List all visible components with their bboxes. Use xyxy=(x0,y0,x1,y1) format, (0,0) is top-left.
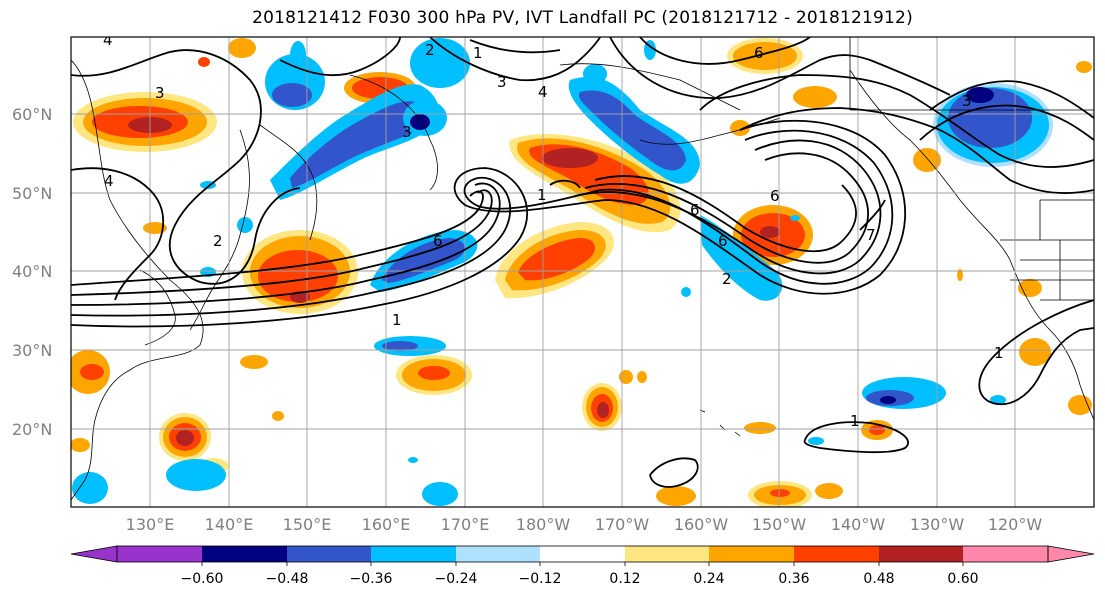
lat-label: 50°N xyxy=(12,184,52,203)
lat-label: 30°N xyxy=(12,341,52,360)
colorbar-tick-label: 0.60 xyxy=(947,571,978,587)
contour-label: 3 xyxy=(402,123,412,141)
contour-label: 6 xyxy=(690,201,700,219)
colorbar-segment xyxy=(540,546,625,562)
positive-anomaly-blob xyxy=(582,383,622,431)
contour-label: 4 xyxy=(104,172,114,190)
contour-label: 6 xyxy=(754,44,764,62)
contour-label: 6 xyxy=(433,232,443,250)
lon-label: 160°W xyxy=(674,515,729,534)
contour-label: 4 xyxy=(103,31,113,49)
longitude-labels: 130°E 140°E 150°E 160°E 170°E 180°W 170°… xyxy=(126,515,1043,534)
lon-label: 170°W xyxy=(595,515,650,534)
positive-anomaly-blob xyxy=(495,222,614,299)
lat-label: 40°N xyxy=(12,262,52,281)
lat-label: 60°N xyxy=(12,105,52,124)
lon-label: 130°E xyxy=(126,515,175,534)
colorbar-segment xyxy=(117,546,202,562)
colorbar-segment xyxy=(625,546,709,562)
colorbar-segment xyxy=(287,546,371,562)
lon-label: 160°E xyxy=(362,515,411,534)
contour-labels: 4 2 1 3 4 3 3 2 4 6 1 6 6 6 3 1 1 1 6 7 … xyxy=(103,31,1004,430)
colorbar-tick-label: −0.60 xyxy=(181,571,224,587)
contour-label: 3 xyxy=(497,73,507,91)
negative-anomaly-blob xyxy=(270,84,439,200)
contour-label: 6 xyxy=(770,187,780,205)
contour-label: 1 xyxy=(994,344,1004,362)
lon-label: 150°E xyxy=(283,515,332,534)
negative-anomaly-blob xyxy=(72,40,1006,506)
colorbar-segment xyxy=(202,546,287,562)
lon-label: 140°W xyxy=(831,515,886,534)
contour-label: 1 xyxy=(850,412,860,430)
colorbar-ticks xyxy=(201,562,964,566)
contour-label: 3 xyxy=(962,92,972,110)
coastlines xyxy=(71,37,1094,501)
contour-label: 1 xyxy=(473,44,483,62)
colorbar-segment xyxy=(963,546,1048,562)
lon-label: 120°W xyxy=(988,515,1043,534)
contour-label: 1 xyxy=(392,311,402,329)
contour-label: 4 xyxy=(538,83,548,101)
lon-label: 180°W xyxy=(516,515,571,534)
lat-label: 20°N xyxy=(12,420,52,439)
colorbar-segment xyxy=(794,546,879,562)
colorbar-frame xyxy=(116,545,1049,563)
latitude-labels: 60°N 50°N 40°N 30°N 20°N xyxy=(12,105,52,439)
lon-label: 150°W xyxy=(752,515,807,534)
colorbar-under-arrow xyxy=(70,545,118,563)
colorbar-tick-label: 0.36 xyxy=(778,571,809,587)
lon-label: 130°W xyxy=(910,515,965,534)
map-title: 2018121412 F030 300 hPa PV, IVT Landfall… xyxy=(252,8,913,28)
colorbar-tick-label: −0.36 xyxy=(350,571,393,587)
colorbar-tick-label: 0.48 xyxy=(863,571,894,587)
contour-label: 7 xyxy=(866,226,876,244)
negative-anomaly-blob xyxy=(700,215,783,301)
colorbar-segment xyxy=(371,546,456,562)
colorbar-segment xyxy=(879,546,963,562)
contour-label: 2 xyxy=(722,270,732,288)
contour-label: 3 xyxy=(155,84,165,102)
colorbar-segment xyxy=(456,546,540,562)
colorbar-segment xyxy=(709,546,794,562)
positive-anomaly-blob xyxy=(242,230,358,314)
contour-label: 2 xyxy=(213,232,223,250)
map-frame xyxy=(70,36,1095,508)
negative-anomaly-blob xyxy=(568,76,700,184)
colorbar-over-arrow xyxy=(1047,545,1095,563)
contour-label: 1 xyxy=(537,186,547,204)
lon-label: 170°E xyxy=(441,515,490,534)
contour-label: 2 xyxy=(425,41,435,59)
colorbar-tick-label: −0.48 xyxy=(266,571,309,587)
contour-label: 6 xyxy=(718,232,728,250)
colorbar-tick-label: −0.12 xyxy=(519,571,562,587)
negative-anomaly-blob xyxy=(265,38,470,136)
colorbar-tick-label: 0.12 xyxy=(609,571,640,587)
colorbar-tick-label: −0.24 xyxy=(435,571,478,587)
lon-label: 140°E xyxy=(205,515,254,534)
positive-anomaly-blob xyxy=(159,413,211,461)
colorbar-tick-label: 0.24 xyxy=(693,571,724,587)
pv-contours xyxy=(71,37,1094,488)
positive-anomaly-blob xyxy=(396,355,472,395)
colorbar: −0.60 −0.48 −0.36 −0.24 −0.12 0.12 0.24 … xyxy=(70,545,1095,587)
